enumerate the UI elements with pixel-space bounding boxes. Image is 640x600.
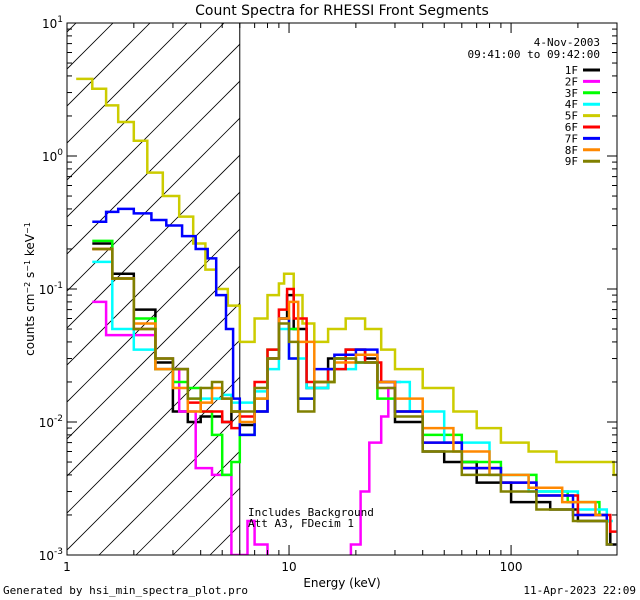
series-line-6F [92,247,617,533]
y-tick-label: 10-3 [39,547,63,563]
series-line-9F [92,247,613,546]
y-tick-label: 101 [42,15,63,31]
hatch-line [67,23,188,144]
hatch-line [247,0,640,555]
time-range-label: 09:41:00 to 09:42:00 [468,48,600,61]
hatch-line [67,43,240,218]
series-line-7F [92,207,613,546]
hatch-line [67,23,77,33]
x-axis-label: Energy (keV) [303,576,380,590]
legend-label-8F: 8F [565,144,578,157]
annotation-attenuator: Att A3, FDecim 1 [248,517,354,530]
x-tick-label: 1 [63,560,71,574]
hatch-line [67,339,240,514]
series-lines [76,77,617,555]
date-label: 4-Nov-2003 [534,36,600,49]
hatch-line [67,80,240,255]
y-tick-label: 100 [42,148,63,164]
legend-label-1F: 1F [565,64,578,77]
shaded-region [67,0,640,555]
axis-ticks: 1 10 100 10-3 10-2 10-1 100 101 [39,15,618,574]
hatch-line [135,450,240,555]
hatch-line [67,154,240,329]
hatch-line [67,23,151,107]
hatch-line [67,376,240,551]
hatch-line [67,265,240,440]
legend-label-2F: 2F [565,75,578,88]
legend-label-6F: 6F [565,121,578,134]
legend-label-9F: 9F [565,155,578,168]
chart-title: Count Spectra for RHESSI Front Segments [195,3,489,19]
y-tick-label: 10-1 [39,281,63,297]
legend-label-5F: 5F [565,110,578,123]
x-tick-label: 100 [500,560,523,574]
x-tick-label: 10 [281,560,296,574]
hatch-line [67,302,240,477]
legend-label-4F: 4F [565,98,578,111]
series-line-5F [76,77,617,477]
y-axis-label: counts cm−2 s−1 keV−1 [23,222,38,356]
footer-timestamp: 11-Apr-2023 22:09 [523,584,636,597]
hatch-line [67,228,240,403]
legend-label-3F: 3F [565,87,578,100]
hatch-line [67,117,240,292]
series-line-8F [92,247,602,517]
legend-label-7F: 7F [565,132,578,145]
annotation-background: Includes Background [248,506,374,519]
hatch-line [67,191,240,366]
footer-generated: Generated by hsi_min_spectra_plot.pro [3,584,248,597]
hatch-line [67,23,225,181]
hatch-line [98,413,240,555]
y-tick-label: 10-2 [39,414,63,430]
series-line-1F [92,242,617,546]
